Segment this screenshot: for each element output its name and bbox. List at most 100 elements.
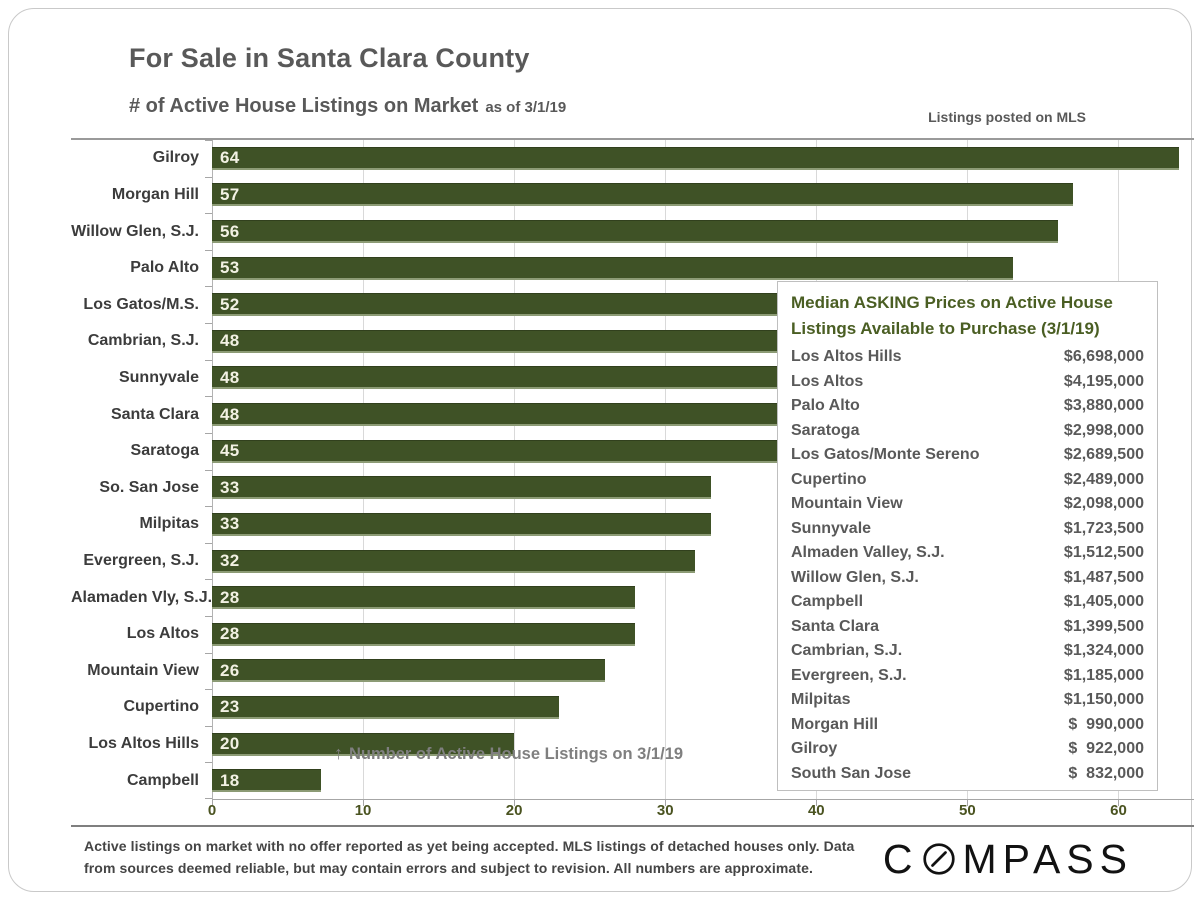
page-title: For Sale in Santa Clara County	[129, 43, 530, 73]
bar-track: 48	[212, 403, 1194, 427]
bar: 28	[212, 622, 635, 646]
chart-subtitle: # of Active House Listings on Market as o…	[129, 95, 566, 118]
y-axis-tick	[205, 433, 212, 434]
bar-value-label: 48	[220, 367, 240, 387]
price-row-value: $1,512,500	[1063, 544, 1144, 561]
category-label: Morgan Hill	[111, 185, 199, 203]
category-label: Los Altos Hills	[88, 735, 199, 753]
y-axis-tick	[205, 616, 212, 617]
x-tick-label: 20	[505, 802, 523, 819]
bar-track: 56	[212, 220, 1194, 244]
bar: 57	[212, 183, 1074, 207]
price-row-name: Los Gatos/Monte Sereno	[791, 446, 980, 463]
price-row-value: $1,405,000	[1063, 593, 1144, 610]
price-row-name: Los Altos Hills	[791, 348, 902, 365]
price-row: Mountain View $2,098,000	[791, 492, 1144, 517]
price-row: Los Gatos/Monte Sereno $2,689,500	[791, 443, 1144, 468]
axis-annotation-text: Number of Active House Listings on 3/1/1…	[349, 745, 684, 763]
price-row-value: $2,489,000	[1063, 470, 1144, 488]
bar: 18	[212, 769, 321, 793]
chart-card: For Sale in Santa Clara County # of Acti…	[8, 8, 1194, 892]
price-row-name: Milpitas	[791, 691, 851, 708]
price-row-name: Campbell	[791, 593, 864, 610]
price-row-value: $2,098,000	[1063, 495, 1144, 512]
category-label: Saratoga	[130, 442, 199, 460]
y-axis-tick	[205, 762, 212, 763]
y-axis-tick	[205, 798, 212, 799]
price-row-value: $1,487,500	[1063, 568, 1144, 586]
bar-chart: Gilroy 64 Morgan Hill 57 Willow Glen, S.…	[71, 140, 1194, 806]
category-label: Evergreen, S.J.	[83, 552, 199, 569]
disclaimer: Active listings on market with no offer …	[84, 836, 854, 879]
bar-track: 33	[212, 512, 1194, 536]
chart-subtitle-date: as of 3/1/19	[485, 99, 567, 116]
price-row-value: $ 990,000	[1068, 715, 1144, 733]
x-axis-tick	[514, 799, 516, 806]
compass-o-icon	[922, 836, 956, 883]
price-row-name: Mountain View	[791, 495, 903, 512]
price-row-name: South San Jose	[791, 764, 912, 782]
disclaimer-line-2: from sources deemed reliable, but may co…	[84, 859, 813, 876]
bar-value-label: 57	[220, 184, 240, 204]
bar-track: 18	[212, 769, 1194, 793]
category-label: Palo Alto	[130, 259, 199, 277]
price-row: South San Jose $ 832,000	[791, 762, 1144, 787]
compass-logo-mpass: MPASS	[962, 836, 1133, 882]
x-axis-tick	[1118, 799, 1120, 806]
bar-row: Los Altos 28	[71, 616, 1194, 653]
bar-track: 48	[212, 366, 1194, 390]
bar-rows: Gilroy 64 Morgan Hill 57 Willow Glen, S.…	[71, 140, 1194, 799]
price-row: Milpitas $1,150,000	[791, 688, 1144, 713]
y-axis-tick	[205, 360, 212, 361]
bar-value-label: 56	[220, 221, 240, 241]
bar-row: So. San Jose 33	[71, 469, 1194, 506]
x-axis-tick	[363, 799, 365, 806]
bar-track: 26	[212, 659, 1194, 683]
price-row-name: Los Altos	[791, 372, 864, 390]
gridline	[665, 140, 667, 799]
bar-value-label: 28	[220, 587, 240, 607]
bar: 64	[212, 146, 1179, 170]
bar-value-label: 53	[220, 258, 240, 278]
price-row-value: $1,150,000	[1063, 691, 1144, 708]
price-row: Morgan Hill $ 990,000	[791, 713, 1144, 738]
bar-track: 20	[212, 732, 1194, 756]
category-label: Cambrian, S.J.	[87, 332, 199, 350]
bar-value-label: 48	[220, 331, 240, 351]
y-axis-tick	[205, 579, 212, 580]
bar-value-label: 45	[220, 441, 240, 461]
bar-track: 23	[212, 695, 1194, 719]
price-row: Willow Glen, S.J. $1,487,500	[791, 566, 1144, 591]
category-label: Willow Glen, S.J.	[71, 222, 199, 240]
category-label: Cupertino	[123, 698, 199, 716]
category-label: Gilroy	[152, 149, 199, 167]
bar-value-label: 20	[220, 734, 240, 754]
price-row: Cambrian, S.J. $1,324,000	[791, 639, 1144, 664]
category-label: Milpitas	[139, 515, 199, 533]
y-axis-tick	[205, 140, 212, 141]
category-label: Mountain View	[87, 661, 199, 679]
price-row: Palo Alto $3,880,000	[791, 394, 1144, 419]
bar: 20	[212, 732, 515, 756]
price-row-value: $ 922,000	[1068, 740, 1144, 757]
price-row: Campbell $1,405,000	[791, 590, 1144, 615]
bar-value-label: 32	[220, 551, 240, 570]
y-axis-line	[212, 140, 213, 799]
bar-value-label: 23	[220, 697, 240, 717]
mls-note: Listings posted on MLS	[928, 109, 1086, 125]
price-row: Evergreen, S.J. $1,185,000	[791, 664, 1144, 689]
compass-logo-c: C	[882, 836, 919, 882]
y-axis-tick	[205, 396, 212, 397]
price-row-name: Palo Alto	[791, 397, 860, 414]
y-axis-tick	[205, 250, 212, 251]
category-label: Los Gatos/M.S.	[83, 295, 199, 313]
y-axis-tick	[205, 323, 212, 324]
y-axis-tick	[205, 726, 212, 727]
bar-row: Milpitas 33	[71, 506, 1194, 543]
price-row: Almaden Valley, S.J. $1,512,500	[791, 541, 1144, 566]
bar-row: Mountain View 26	[71, 653, 1194, 690]
bar: 53	[212, 256, 1013, 280]
bar-track: 64	[212, 146, 1194, 170]
bar-track: 53	[212, 256, 1194, 280]
bar-track: 48	[212, 329, 1194, 353]
